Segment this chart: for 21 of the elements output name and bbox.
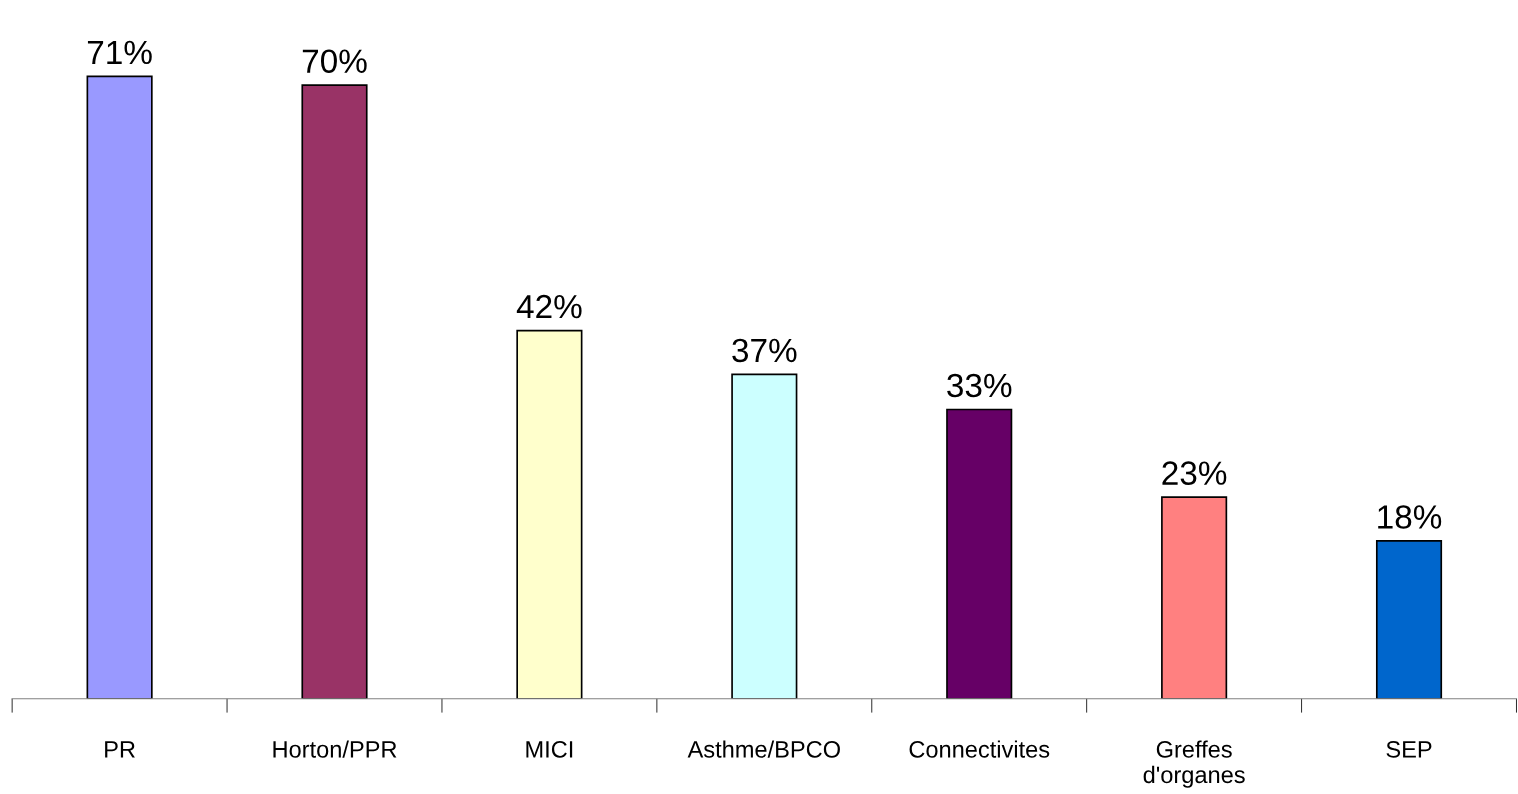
x-tick-label: Greffes d'organes	[1143, 740, 1245, 788]
x-tick-label: PR	[105, 741, 135, 758]
data-label: 37%	[732, 338, 797, 363]
bar	[1375, 540, 1443, 699]
bar	[946, 408, 1013, 699]
bar	[731, 373, 798, 699]
x-tick-label: Horton/PPR	[273, 740, 397, 758]
data-label: 42%	[516, 294, 582, 319]
data-label: 33%	[947, 373, 1012, 398]
data-label: 71%	[87, 40, 152, 65]
x-tick-label: SEP	[1386, 741, 1432, 758]
x-tick-label: Asthme/BPCO	[687, 740, 840, 758]
x-tick-label: MICI	[526, 741, 573, 758]
data-label: 18%	[1378, 505, 1442, 529]
bar	[1161, 496, 1228, 699]
data-label: 70%	[302, 49, 367, 74]
bar	[516, 329, 583, 699]
bar	[86, 75, 153, 699]
bar	[301, 84, 368, 699]
x-tick-label: Connectivites	[909, 740, 1050, 758]
data-label: 23%	[1162, 461, 1227, 485]
